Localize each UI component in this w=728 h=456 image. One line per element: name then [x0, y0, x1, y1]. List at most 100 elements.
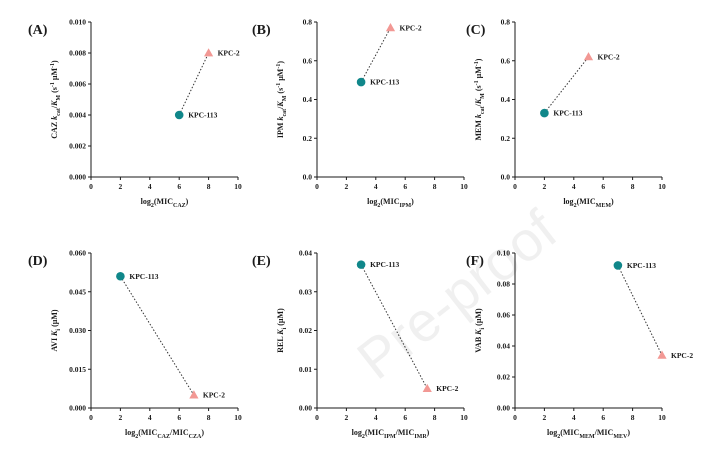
- y-tick-label: 0.8: [501, 18, 511, 27]
- x-tick-label: 0: [315, 413, 319, 422]
- panel-label: (D): [28, 254, 48, 269]
- x-tick-label: 2: [345, 182, 349, 191]
- panel-label: (F): [466, 254, 484, 269]
- point-kpc-113: [613, 261, 623, 270]
- x-axis-title: log2(MICIPM/MICIMR): [352, 428, 430, 440]
- y-tick-label: 0.002: [69, 142, 86, 151]
- point-label: KPC-2: [436, 384, 458, 393]
- y-tick-label: 0.8: [303, 18, 313, 27]
- y-tick-label: 0.03: [299, 287, 312, 296]
- point-label: KPC-2: [203, 391, 225, 400]
- y-tick-label: 0.01: [299, 365, 312, 374]
- point-kpc-2: [204, 48, 214, 57]
- y-tick-label: 0.000: [69, 173, 86, 182]
- point-label: KPC-2: [218, 49, 240, 58]
- point-label: KPC-113: [129, 272, 158, 281]
- connector-line: [360, 264, 428, 389]
- y-tick-label: 0.030: [69, 326, 86, 335]
- y-tick-label: 0.045: [69, 287, 86, 296]
- x-tick-label: 6: [403, 182, 407, 191]
- x-tick-label: 10: [460, 182, 468, 191]
- x-tick-label: 10: [460, 413, 468, 422]
- x-tick-label: 10: [234, 182, 242, 191]
- y-tick-label: 0.006: [69, 80, 86, 89]
- x-tick-label: 0: [315, 182, 319, 191]
- x-tick-label: 4: [374, 182, 378, 191]
- point-kpc-2: [422, 383, 432, 393]
- x-axis-title: log2(MICIPM): [367, 197, 414, 209]
- y-tick-label: 0.04: [299, 249, 312, 258]
- x-tick-label: 8: [631, 413, 635, 422]
- y-tick-label: 0.060: [69, 249, 86, 258]
- point-kpc-113: [356, 77, 366, 87]
- point-label: KPC-113: [188, 111, 217, 120]
- x-tick-label: 6: [601, 413, 605, 422]
- x-tick-label: 6: [601, 182, 605, 191]
- chart-panel-6: (F) 0 2 4 6 8 10 0.00 0.02 0.04 0.06 0.08 0.10 log2(M…: [466, 249, 693, 441]
- x-tick-label: 10: [658, 413, 666, 422]
- x-tick-label: 6: [177, 182, 181, 191]
- y-tick-label: 0.4: [303, 95, 313, 104]
- point-label: KPC-113: [370, 260, 399, 269]
- y-tick-label: 0.02: [299, 326, 312, 335]
- x-tick-label: 0: [513, 413, 517, 422]
- y-tick-label: 0.6: [303, 56, 313, 65]
- chart-panel-5: (E) 0 2 4 6 8 10 0.00 0.01 0.02 0.03 0.04 log2(MICIP…: [252, 249, 468, 441]
- point-label: KPC-113: [627, 261, 656, 270]
- y-tick-label: 0.10: [497, 249, 510, 258]
- point-kpc-113: [174, 110, 184, 120]
- y-tick-label: 0.004: [69, 111, 86, 120]
- point-label: KPC-113: [553, 109, 582, 118]
- point-label: KPC-2: [400, 23, 422, 32]
- chart-panel-1: (A) 0 2 4 6 8 10 0.000 0.002 0.004 0.006 0.008 0.010…: [28, 18, 242, 210]
- point-label: KPC-2: [671, 351, 693, 360]
- y-tick-label: 0.00: [299, 404, 312, 413]
- x-axis-title: log2(MICCAZ): [141, 197, 189, 209]
- point-kpc-113: [116, 271, 125, 281]
- x-tick-label: 8: [631, 182, 635, 191]
- y-tick-label: 0.4: [501, 95, 511, 104]
- x-tick-label: 4: [148, 413, 152, 422]
- y-tick-label: 0.008: [69, 49, 86, 58]
- y-axis-title: IPM kcat/KM (s-1 µM-1): [276, 61, 288, 138]
- point-kpc-2: [583, 52, 594, 61]
- x-axis-title: log2(MICMEM/MICMEV): [547, 428, 630, 440]
- x-tick-label: 0: [89, 182, 93, 191]
- x-axis-title: log2(MICMEM): [563, 197, 614, 209]
- y-tick-label: 0.2: [501, 134, 511, 143]
- panel-label: (E): [252, 254, 271, 269]
- y-tick-label: 0.00: [497, 404, 510, 413]
- chart-panel-3: (C) 0 2 4 6 8 10 0.0 0.2 0.4 0.6 0.8 log2(MICMEM) MEM…: [466, 18, 666, 210]
- y-axis-title: CAZ kcat/KM (s-1 µM-1): [50, 60, 62, 139]
- x-tick-label: 10: [658, 182, 666, 191]
- y-tick-label: 0.000: [69, 404, 86, 413]
- connector-line: [119, 275, 195, 396]
- connector-line: [178, 52, 210, 116]
- x-tick-label: 4: [374, 413, 378, 422]
- x-tick-label: 8: [433, 413, 437, 422]
- chart-panel-2: (B) 0 2 4 6 8 10 0.0 0.2 0.4 0.6 0.8 log2(MICIPM) IPM…: [252, 18, 468, 210]
- y-axis-title: MEM kcat/KM (s-1 µM-1): [474, 58, 486, 140]
- chart-panel-4: (D) 0 2 4 6 8 10 0.000 0.015 0.030 0.045 0.060 log2(…: [28, 249, 242, 441]
- x-tick-label: 10: [234, 413, 242, 422]
- panel-label: (C): [466, 23, 486, 38]
- x-tick-label: 4: [148, 182, 152, 191]
- x-tick-label: 4: [572, 182, 576, 191]
- y-tick-label: 0.02: [497, 373, 510, 382]
- x-tick-label: 2: [543, 413, 547, 422]
- x-tick-label: 6: [403, 413, 407, 422]
- x-tick-label: 2: [119, 413, 123, 422]
- x-tick-label: 8: [207, 413, 211, 422]
- y-axis-title: REL Ki (µM): [276, 308, 288, 353]
- y-tick-label: 0.6: [501, 56, 511, 65]
- x-tick-label: 2: [119, 182, 123, 191]
- y-tick-label: 0.0: [303, 173, 313, 182]
- y-tick-label: 0.015: [69, 365, 86, 374]
- y-axis-title: VAB Ki (µM): [474, 308, 486, 353]
- x-tick-label: 6: [177, 413, 181, 422]
- point-kpc-113: [540, 108, 549, 118]
- connector-line: [544, 56, 589, 114]
- x-tick-label: 0: [513, 182, 517, 191]
- x-tick-label: 8: [207, 182, 211, 191]
